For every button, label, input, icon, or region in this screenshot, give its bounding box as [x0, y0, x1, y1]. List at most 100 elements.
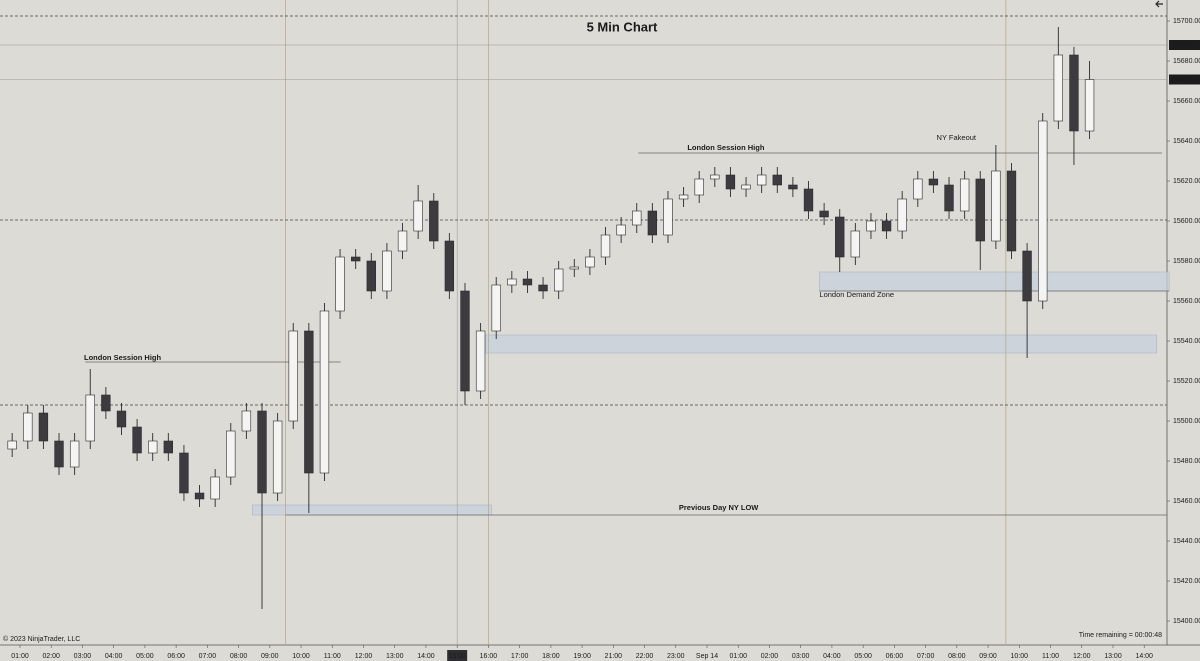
- candle-body: [835, 216, 845, 258]
- candle-body: [304, 330, 314, 474]
- candle-body: [881, 220, 892, 232]
- x-tick-label: 05:00: [136, 653, 154, 660]
- x-tick-label: 23:00: [667, 653, 685, 660]
- candle-body: [944, 184, 954, 212]
- candle-body: [897, 198, 907, 232]
- y-tick-label: 15500.00: [1173, 418, 1200, 425]
- candle-body: [554, 268, 564, 292]
- candle-body: [272, 420, 283, 494]
- candle-body: [741, 184, 751, 190]
- candle-body: [991, 170, 1001, 242]
- time-remaining: Time remaining = 00:00:48: [1079, 632, 1162, 639]
- candle-body: [491, 284, 501, 332]
- candle-body: [1053, 54, 1063, 122]
- y-tick-label: 15680.00: [1173, 58, 1200, 65]
- x-tick-label: 22:00: [636, 653, 654, 660]
- candle-body: [1069, 54, 1079, 132]
- x-tick-label: 03:00: [792, 653, 810, 660]
- x-tick-label: 01:00: [11, 653, 29, 660]
- candle-body: [585, 256, 595, 268]
- annotation: London Session High: [84, 353, 161, 362]
- candle-body: [663, 198, 673, 236]
- candle-body: [710, 174, 720, 180]
- annotation: London Demand Zone: [819, 290, 894, 299]
- annotation: Previous Day NY LOW: [679, 503, 759, 512]
- candle-body: [1022, 250, 1032, 302]
- x-tick-label: 02:00: [42, 653, 60, 660]
- candle-body: [382, 250, 392, 292]
- x-tick-label: 02:00: [761, 653, 779, 660]
- x-tick-label: 04:00: [105, 653, 123, 660]
- candle-body: [772, 174, 782, 186]
- chart-title: 5 Min Chart: [587, 19, 658, 34]
- x-tick-label: 08:00: [230, 653, 248, 660]
- x-tick-label: 14:00: [1135, 653, 1153, 660]
- y-tick-label: 15640.00: [1173, 138, 1200, 145]
- candle-body: [928, 178, 939, 186]
- candle-body: [7, 440, 17, 450]
- candle-body: [850, 230, 861, 258]
- candle-body: [803, 188, 814, 212]
- x-tick-label: 10:00: [292, 653, 310, 660]
- candle-body: [475, 330, 486, 392]
- y-tick-label: 15600.00: [1173, 218, 1200, 225]
- candle-body: [319, 310, 330, 474]
- candle-body: [647, 210, 658, 236]
- y-tick-label: 15480.00: [1173, 458, 1200, 465]
- candle-body: [397, 230, 408, 252]
- x-tick-label: 08:00: [948, 653, 966, 660]
- x-tick-label: 13:00: [386, 653, 404, 660]
- candle-body: [819, 210, 829, 218]
- candle-body: [366, 260, 376, 292]
- y-tick-label: 15700.00: [1173, 18, 1200, 25]
- x-tick-label: 07:00: [199, 653, 217, 660]
- candle-body: [538, 284, 548, 292]
- candle-body: [632, 210, 642, 226]
- x-tick-label: 12:00: [355, 653, 373, 660]
- y-tick-label: 15520.00: [1173, 378, 1200, 385]
- candle-body: [23, 412, 33, 442]
- candle-body: [522, 278, 533, 286]
- candle-body: [132, 426, 142, 454]
- y-tick-label: 15420.00: [1173, 578, 1200, 585]
- candle-body: [351, 256, 361, 262]
- candle-body: [913, 178, 923, 200]
- x-tick-label: 16:00: [480, 653, 498, 660]
- y-tick-label: 15580.00: [1173, 258, 1200, 265]
- candle-body: [101, 394, 111, 412]
- candle-body: [975, 178, 985, 242]
- x-tick-label: 06:00: [167, 653, 185, 660]
- candle-body: [288, 330, 298, 422]
- candle-body: [163, 440, 173, 454]
- candle-body: [413, 200, 423, 232]
- candle-body: [38, 412, 49, 442]
- candle-body: [1038, 120, 1048, 302]
- x-tick-label: 12:00: [1073, 653, 1091, 660]
- y-tick-label: 15540.00: [1173, 338, 1200, 345]
- candle-body: [678, 194, 689, 200]
- x-tick-label: Sep 14: [696, 653, 718, 660]
- candle-body: [507, 278, 517, 286]
- x-tick-label: 18:00: [542, 653, 560, 660]
- candle-body: [54, 440, 64, 468]
- candle-body: [694, 178, 704, 196]
- zone: [819, 271, 1170, 292]
- candle-body: [616, 224, 626, 236]
- candle-body: [257, 410, 267, 494]
- x-tick-label: 19:00: [573, 653, 591, 660]
- candle-body: [1084, 79, 1095, 132]
- y-tick-label: 15400.00: [1173, 618, 1200, 625]
- x-tick-label: 01:00: [729, 653, 747, 660]
- x-tick-label: 21:00: [605, 653, 623, 660]
- back-arrow-icon[interactable]: [1155, 0, 1163, 8]
- candle-body: [1006, 170, 1017, 252]
- copyright: © 2023 NinjaTrader, LLC: [3, 635, 80, 643]
- candle-body: [226, 430, 236, 478]
- candle-body: [866, 220, 876, 232]
- x-tick-label: 09:00: [261, 653, 279, 660]
- price-marker-box: [1169, 40, 1200, 50]
- candle-body: [788, 184, 798, 190]
- y-tick-label: 15620.00: [1173, 178, 1200, 185]
